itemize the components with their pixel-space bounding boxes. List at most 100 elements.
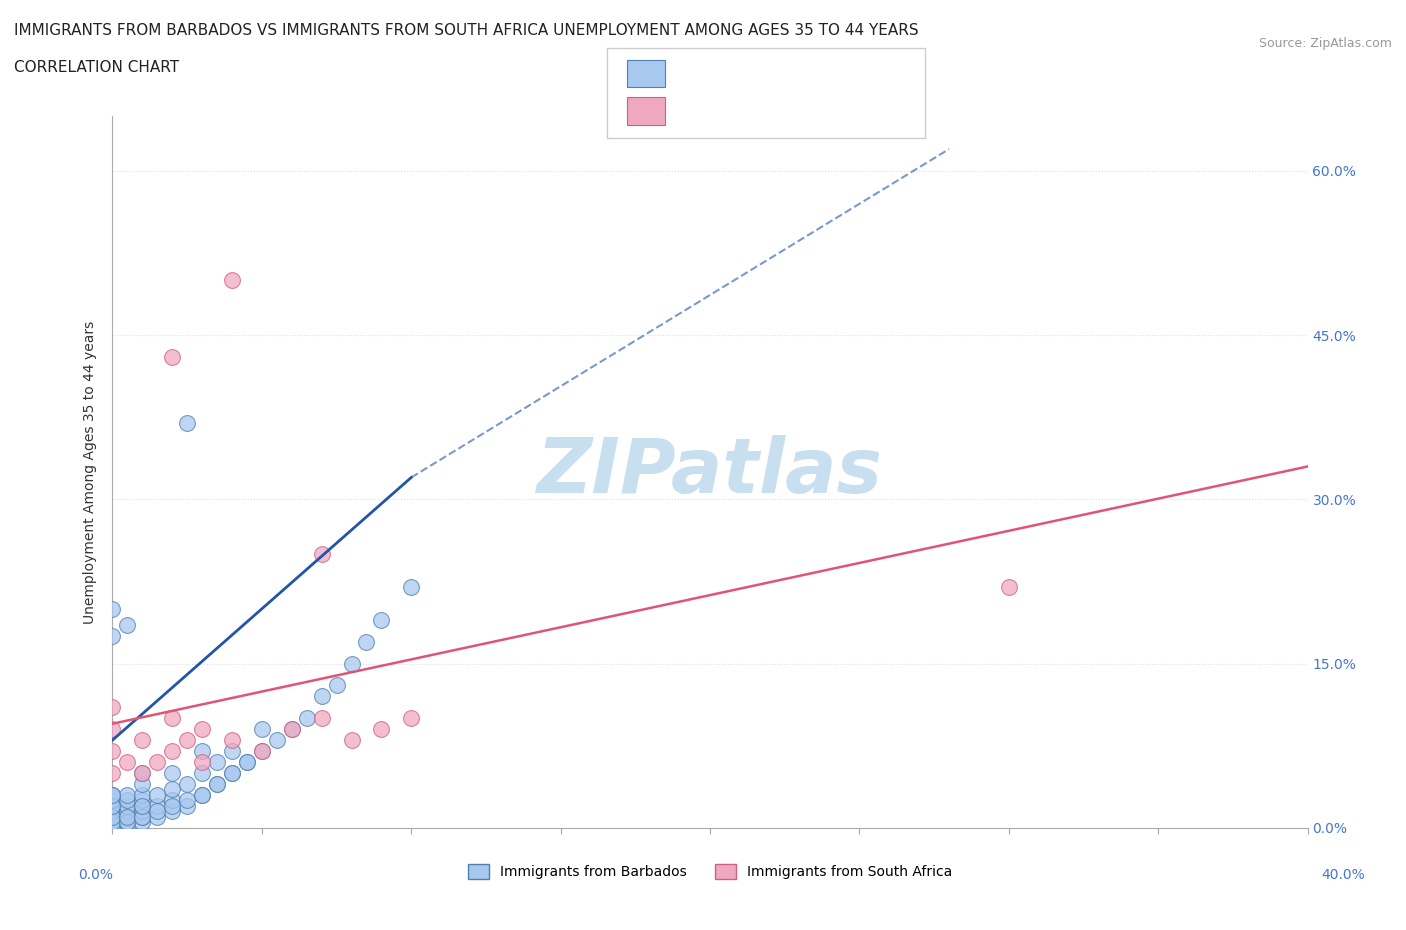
Point — [101, 804, 124, 818]
Point — [117, 815, 139, 830]
Point — [401, 579, 423, 594]
Point — [176, 793, 198, 808]
Point — [117, 788, 139, 803]
Point — [131, 798, 153, 813]
Text: 40.0%: 40.0% — [1320, 868, 1365, 882]
Point — [101, 765, 124, 780]
Point — [191, 788, 214, 803]
Point — [101, 809, 124, 824]
Point — [221, 733, 243, 748]
Point — [101, 815, 124, 830]
Point — [101, 629, 124, 644]
Point — [101, 820, 124, 835]
Point — [101, 798, 124, 813]
Point — [325, 678, 347, 693]
Point — [131, 788, 153, 803]
Point — [117, 798, 139, 813]
Point — [117, 793, 139, 808]
Point — [221, 765, 243, 780]
Point — [311, 547, 333, 562]
Point — [162, 711, 183, 725]
Point — [401, 711, 423, 725]
Text: Source: ZipAtlas.com: Source: ZipAtlas.com — [1258, 37, 1392, 50]
Point — [176, 416, 198, 431]
Point — [162, 793, 183, 808]
Point — [266, 733, 288, 748]
Point — [101, 804, 124, 818]
Point — [101, 820, 124, 835]
Point — [131, 815, 153, 830]
Point — [101, 804, 124, 818]
Point — [176, 798, 198, 813]
Point — [101, 793, 124, 808]
Point — [131, 804, 153, 818]
Text: IMMIGRANTS FROM BARBADOS VS IMMIGRANTS FROM SOUTH AFRICA UNEMPLOYMENT AMONG AGES: IMMIGRANTS FROM BARBADOS VS IMMIGRANTS F… — [14, 23, 918, 38]
Point — [281, 722, 304, 737]
Point — [101, 809, 124, 824]
Point — [101, 722, 124, 737]
Point — [101, 820, 124, 835]
Point — [101, 700, 124, 715]
Point — [162, 798, 183, 813]
Point — [131, 793, 153, 808]
Point — [370, 612, 392, 627]
Point — [117, 815, 139, 830]
Legend: Immigrants from Barbados, Immigrants from South Africa: Immigrants from Barbados, Immigrants fro… — [463, 859, 957, 884]
Point — [205, 754, 228, 769]
Text: CORRELATION CHART: CORRELATION CHART — [14, 60, 179, 75]
Point — [340, 656, 363, 671]
Point — [146, 809, 169, 824]
Point — [295, 711, 318, 725]
Point — [191, 754, 214, 769]
Point — [101, 815, 124, 830]
Point — [131, 798, 153, 813]
Point — [131, 777, 153, 791]
Point — [117, 820, 139, 835]
Point — [162, 350, 183, 365]
Point — [250, 744, 273, 759]
Point — [311, 689, 333, 704]
Point — [176, 777, 198, 791]
Text: ZIPatlas: ZIPatlas — [537, 435, 883, 509]
Point — [998, 579, 1021, 594]
Point — [101, 788, 124, 803]
Point — [101, 820, 124, 835]
Point — [117, 804, 139, 818]
Point — [101, 744, 124, 759]
Point — [236, 754, 259, 769]
Point — [117, 754, 139, 769]
Text: 0.0%: 0.0% — [79, 868, 112, 882]
Point — [101, 793, 124, 808]
Point — [356, 634, 378, 649]
Text: R = 0.303   N = 21: R = 0.303 N = 21 — [673, 97, 830, 112]
Point — [101, 820, 124, 835]
Point — [146, 754, 169, 769]
Point — [281, 722, 304, 737]
Point — [131, 809, 153, 824]
Point — [101, 788, 124, 803]
Point — [162, 804, 183, 818]
Point — [236, 754, 259, 769]
Point — [191, 765, 214, 780]
Point — [146, 788, 169, 803]
Point — [101, 820, 124, 835]
Point — [146, 798, 169, 813]
Point — [370, 722, 392, 737]
Point — [101, 798, 124, 813]
Point — [221, 744, 243, 759]
Point — [191, 788, 214, 803]
Point — [131, 809, 153, 824]
Point — [146, 804, 169, 818]
Point — [101, 815, 124, 830]
Point — [101, 798, 124, 813]
Point — [205, 777, 228, 791]
Text: R = 0.674   N = 76: R = 0.674 N = 76 — [673, 60, 830, 74]
Point — [250, 744, 273, 759]
Point — [131, 765, 153, 780]
Point — [101, 788, 124, 803]
Point — [101, 815, 124, 830]
Point — [131, 733, 153, 748]
Point — [191, 744, 214, 759]
Point — [205, 777, 228, 791]
Point — [101, 602, 124, 617]
